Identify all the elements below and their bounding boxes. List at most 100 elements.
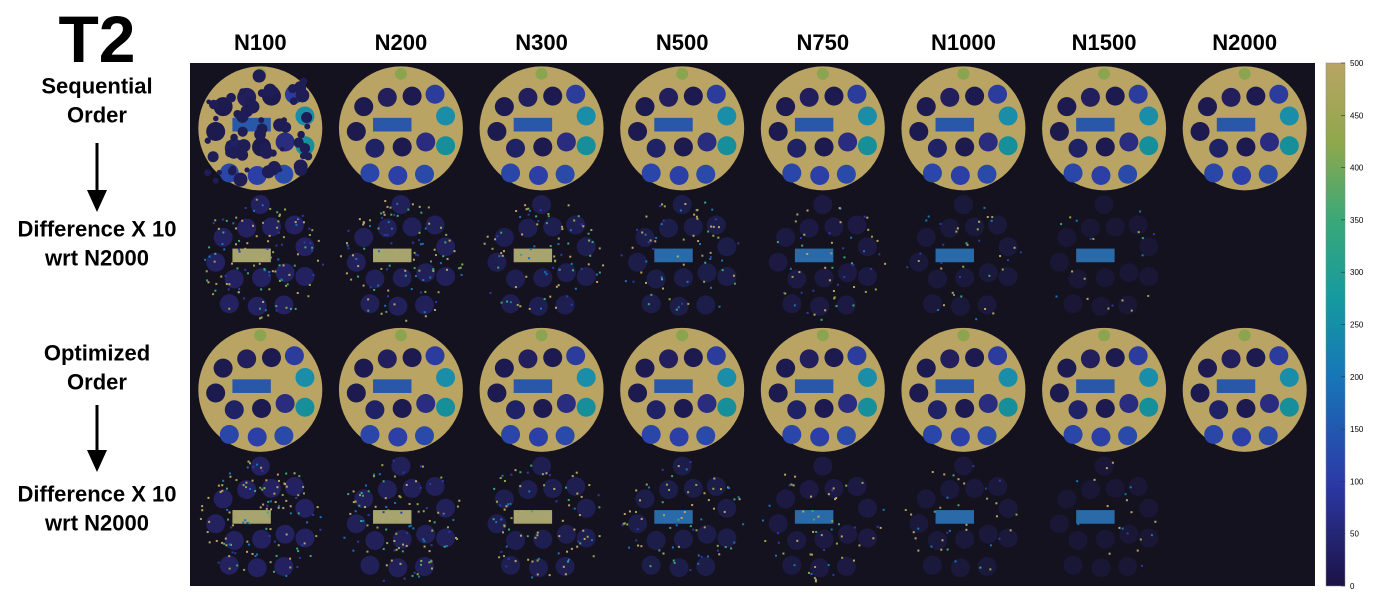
diff-speck: [677, 518, 680, 521]
phantom-vial: [673, 137, 693, 157]
diff-speck: [810, 572, 813, 575]
phantom-vial: [988, 346, 1008, 366]
diff-speck: [978, 239, 981, 242]
diff-speck: [312, 513, 315, 516]
diff-speck: [296, 253, 299, 256]
diff-speck: [647, 303, 650, 306]
diff-speck: [275, 244, 278, 247]
diff-speck: [1140, 564, 1143, 567]
diff-speck: [716, 549, 719, 552]
diff-speck: [676, 255, 679, 258]
phantom-vial: [213, 97, 233, 117]
diff-speck: [576, 545, 579, 548]
phantom-vial: [799, 87, 819, 107]
diff-speck: [738, 498, 741, 501]
diff-speck: [231, 551, 234, 554]
diff-speck: [251, 552, 254, 555]
phantom-vial: [1279, 397, 1299, 417]
diff-speck: [506, 300, 509, 303]
phantom-vial: [683, 86, 703, 106]
diff-speck: [298, 556, 301, 559]
vial-outline: [927, 530, 947, 550]
noise: [295, 88, 310, 103]
diff-speck: [662, 219, 665, 222]
diff-speck: [217, 227, 220, 230]
diff-speck: [393, 303, 396, 306]
diff-speck: [297, 217, 300, 220]
diff-speck: [347, 493, 350, 496]
diff-speck: [238, 250, 241, 253]
diff-speck: [820, 318, 823, 321]
diff-speck: [1001, 268, 1004, 271]
phantom-vial: [683, 348, 703, 368]
diff-speck: [1137, 231, 1140, 234]
diff-speck: [208, 246, 211, 249]
diff-speck: [246, 550, 249, 553]
phantom-vial: [1049, 383, 1069, 403]
slab-diff: [654, 248, 693, 263]
diff-speck: [713, 477, 716, 480]
diff-speck: [1092, 237, 1095, 240]
phantom-vial: [1204, 425, 1224, 445]
diff-speck: [278, 213, 281, 216]
diff-speck: [1121, 527, 1124, 530]
diff-speck: [367, 490, 370, 493]
diff-speck: [952, 474, 955, 477]
diff-speck: [217, 561, 220, 564]
diff-speck: [677, 545, 680, 548]
phantom-vial: [416, 132, 436, 152]
diff-speck: [768, 504, 771, 507]
vial-outline: [436, 498, 456, 518]
diff-speck: [1105, 467, 1108, 470]
vial-outline: [717, 237, 737, 257]
diff-speck: [530, 510, 533, 513]
diff-speck: [598, 247, 601, 250]
row-label: Order: [67, 370, 127, 395]
vial-outline: [799, 218, 819, 238]
diff-speck: [363, 506, 366, 509]
diff-speck: [1019, 251, 1022, 254]
diff-speck: [952, 293, 955, 296]
diff-speck: [383, 213, 386, 216]
diff-speck: [680, 516, 683, 519]
diff-speck: [965, 242, 968, 245]
phantom-vial: [237, 349, 257, 369]
diff-speck: [289, 505, 292, 508]
diff-speck: [319, 528, 322, 531]
column-label: N2000: [1212, 30, 1277, 55]
vial-outline: [274, 557, 294, 577]
diff-speck: [677, 306, 680, 309]
noise: [281, 117, 288, 124]
phantom-vial: [635, 358, 655, 378]
diff-speck: [697, 554, 700, 557]
diff-speck: [637, 544, 640, 547]
vial-outline: [706, 215, 726, 235]
diff-speck: [251, 479, 254, 482]
phantom-vial: [940, 87, 960, 107]
diff-speck: [1076, 480, 1079, 483]
diff-speck: [1125, 499, 1128, 502]
diff-speck: [986, 216, 989, 219]
diff-speck: [872, 537, 875, 540]
diff-speck: [845, 484, 848, 487]
vial-outline: [388, 558, 408, 578]
diff-speck: [963, 482, 966, 485]
diff-speck: [285, 574, 288, 577]
diff-speck: [412, 527, 415, 530]
diff-speck: [710, 286, 713, 289]
phantom-vial: [414, 164, 434, 184]
diff-speck: [573, 507, 576, 510]
diff-speck: [793, 304, 796, 307]
diff-speck: [843, 275, 846, 278]
phantom-vial: [555, 164, 575, 184]
diff-speck: [461, 263, 464, 266]
diff-speck: [853, 286, 856, 289]
phantom-slab: [935, 117, 974, 132]
diff-speck: [228, 543, 231, 546]
vial-outline: [506, 269, 526, 289]
diff-speck: [1071, 270, 1074, 273]
diff-speck: [243, 568, 246, 571]
diff-speck: [1124, 493, 1127, 496]
diff-speck: [537, 220, 540, 223]
diff-speck: [423, 545, 426, 548]
